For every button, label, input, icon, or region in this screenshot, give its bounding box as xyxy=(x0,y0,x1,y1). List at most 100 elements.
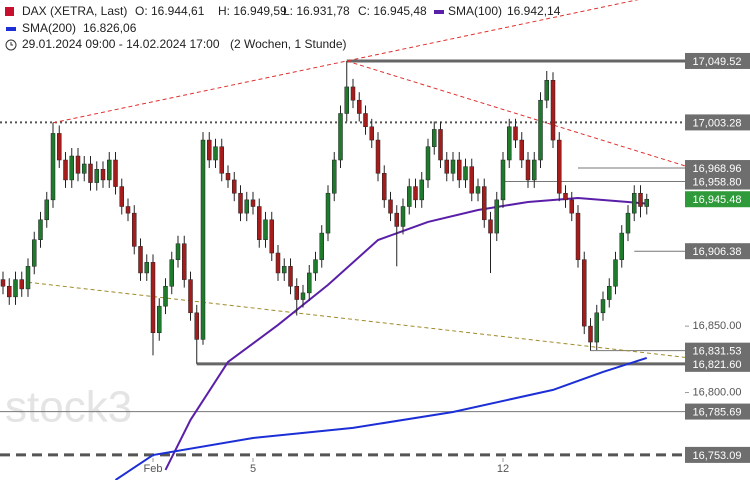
candle-body xyxy=(288,266,293,287)
sma-line xyxy=(114,356,648,480)
candle-body xyxy=(494,199,499,234)
candle-body xyxy=(50,133,56,201)
candle-body xyxy=(182,243,187,280)
candle-body xyxy=(263,219,268,240)
candle-body xyxy=(125,206,131,214)
trendline xyxy=(27,281,685,358)
candle-body xyxy=(525,159,531,181)
sma-line xyxy=(164,197,647,471)
candle-body xyxy=(469,166,474,194)
candle-body xyxy=(544,80,549,101)
candle-body xyxy=(600,299,606,314)
candle-body xyxy=(250,199,256,207)
candle-body xyxy=(63,159,68,181)
candle-body xyxy=(332,159,337,194)
y-tick-label: 16,800.00 xyxy=(693,386,742,398)
candle-body xyxy=(400,206,406,227)
candle-body xyxy=(138,246,143,274)
legend-value: 16.942,14 xyxy=(507,4,561,18)
candle-body xyxy=(538,99,543,161)
candle-body xyxy=(57,133,62,161)
candle-body xyxy=(213,146,218,161)
y-tick-label: 16,850.00 xyxy=(693,320,742,332)
candle-body xyxy=(94,169,99,183)
period: (2 Wochen, 1 Stunde) xyxy=(230,37,347,51)
candle-body xyxy=(588,325,593,343)
level-label: 17,003.28 xyxy=(693,117,742,129)
candle-body xyxy=(475,186,481,194)
candle-body xyxy=(257,206,262,240)
candle-body xyxy=(425,146,431,181)
price-axis: 16,800.00 16,850.00 17,049.52 17,003.28 16,9… xyxy=(685,52,750,463)
candle-body xyxy=(388,199,393,214)
candle-body xyxy=(444,159,449,174)
trendline xyxy=(52,0,639,124)
candle-body xyxy=(132,212,137,247)
candle-body xyxy=(82,163,87,174)
candle-body xyxy=(363,113,368,128)
candle-body xyxy=(44,199,49,221)
x-tick-label: 5 xyxy=(250,463,256,475)
legend-value: 16.826,06 xyxy=(83,21,137,35)
candle-body xyxy=(275,252,281,274)
level-label-bg xyxy=(685,191,750,208)
x-tick-label: 12 xyxy=(497,463,509,475)
candle-body xyxy=(200,139,206,340)
candle-body xyxy=(269,219,274,254)
candle-body xyxy=(513,126,518,141)
clock-icon xyxy=(5,39,17,51)
candle-body xyxy=(369,126,374,141)
candle-body xyxy=(619,232,624,260)
candle-body xyxy=(119,186,124,207)
date-range: 29.01.2024 09:00 - 14.02.2024 17:00 xyxy=(22,37,220,51)
plot-area xyxy=(0,0,685,480)
candle-body xyxy=(7,285,12,298)
level-label-bg xyxy=(685,446,750,463)
candle-body xyxy=(88,163,93,183)
level-label: 16,831.53 xyxy=(693,346,742,358)
candle-body xyxy=(575,212,581,260)
candle-body xyxy=(407,186,412,207)
level-label: 16,945.48 xyxy=(693,194,742,206)
candle-body xyxy=(488,219,493,234)
level-label: 17,049.52 xyxy=(693,56,742,68)
candle-body xyxy=(38,219,43,240)
level-label: 16,821.60 xyxy=(693,359,742,371)
candle-body xyxy=(375,139,381,174)
candle-body xyxy=(188,279,193,314)
level-label-bg xyxy=(685,173,750,190)
open: O: 16.944,61 xyxy=(135,4,205,18)
candle-body xyxy=(307,272,312,294)
candle-body xyxy=(438,129,443,161)
candle-body xyxy=(294,285,299,300)
candle-body xyxy=(150,262,156,334)
candle-body xyxy=(319,232,324,260)
level-label-bg xyxy=(685,52,750,69)
candle-body xyxy=(357,99,362,114)
level-label: 16,753.09 xyxy=(693,450,742,462)
level-label-bg xyxy=(685,243,750,260)
candle-body xyxy=(194,312,199,340)
candle-body xyxy=(244,199,249,214)
candle-body xyxy=(607,285,612,300)
candle-body xyxy=(450,159,456,174)
candle-body xyxy=(569,199,574,214)
header: DAX (XETRA, Last) O: 16.944,61 H: 16.949… xyxy=(5,4,561,51)
level-label-bg xyxy=(685,114,750,131)
level-label: 16,968.96 xyxy=(693,163,742,175)
candle-body xyxy=(144,262,149,274)
legend-name: SMA(100) xyxy=(448,4,502,18)
candle-body xyxy=(232,179,237,194)
level-label-bg xyxy=(685,160,750,177)
candle-body xyxy=(413,186,418,201)
candle-body xyxy=(519,139,524,161)
candle-body xyxy=(613,259,618,287)
candle-body xyxy=(25,266,31,290)
candle-body xyxy=(457,159,462,181)
candle-body xyxy=(238,192,243,214)
candle-body xyxy=(19,279,24,290)
candle-body xyxy=(69,155,74,181)
candle-body xyxy=(0,279,6,287)
level-label-bg xyxy=(685,355,750,372)
candle-body xyxy=(325,192,331,234)
